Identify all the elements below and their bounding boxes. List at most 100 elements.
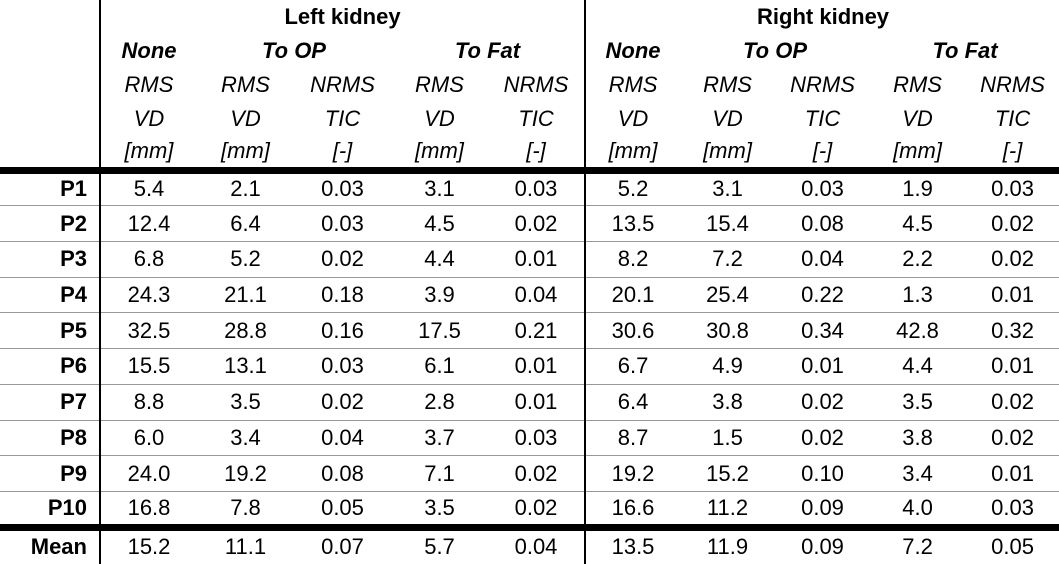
metric-quantity: TIC [324,106,361,131]
value-cell: 0.04 [488,277,586,314]
row-label: P9 [0,455,101,492]
metric-quantity: VD [712,106,743,131]
value-cell: 0.22 [775,277,871,314]
value-cell: 4.9 [680,348,776,385]
method-right-to-op: To OP [743,38,807,63]
row-label: P4 [0,277,101,314]
metric-quantity: TIC [994,106,1031,131]
metric-row-2: VD VD TIC VD TIC VD VD TIC VD TIC [0,102,1059,136]
value-cell: 2.8 [391,384,488,421]
method-left-to-fat: To Fat [454,38,521,63]
value-cell: 16.8 [100,491,197,531]
value-cell: 0.01 [965,348,1059,385]
metric-quantity: VD [584,102,681,136]
value-cell: 0.02 [965,205,1059,242]
metric-name: NRMS [980,72,1045,97]
value-cell: 5.4 [100,170,197,207]
table-row: P2 12.4 6.4 0.03 4.5 0.02 13.5 15.4 0.08 4.5 0.02 [0,205,1059,242]
value-cell: 0.08 [775,205,871,242]
metric-name: NRMS [503,72,569,97]
table-row: P8 6.0 3.4 0.04 3.7 0.03 8.7 1.5 0.02 3.8 0.02 [0,420,1059,457]
value-cell: 2.1 [197,170,294,207]
row-label: P7 [0,384,101,421]
table-row: P6 15.5 13.1 0.03 6.1 0.01 6.7 4.9 0.01 4.4 0.01 [0,348,1059,385]
value-cell: 0.05 [991,534,1034,560]
value-cell: 0.01 [775,348,871,385]
value-cell: 0.01 [488,241,586,278]
value-cell: 2.2 [870,241,966,278]
value-cell: 30.6 [584,312,681,350]
metric-unit: [-] [294,136,391,174]
table-row: P3 6.8 5.2 0.02 4.4 0.01 8.2 7.2 0.04 2.2 0.02 [0,241,1059,278]
value-cell: 15.5 [100,348,197,385]
value-cell: 32.5 [100,312,197,350]
value-cell: 0.10 [775,455,871,492]
metric-quantity: TIC [518,106,554,131]
metric-unit: [-] [488,136,586,174]
table-body: P1 5.4 2.1 0.03 3.1 0.03 5.2 3.1 0.03 1.9 0.03 P2 12… [0,170,1059,564]
value-cell: 15.2 [127,534,171,560]
method-right-to-fat: To Fat [932,38,998,63]
value-cell: 8.2 [584,241,681,278]
table-row: P5 32.5 28.8 0.16 17.5 0.21 30.6 30.8 0.34 42.8 0.… [0,312,1059,350]
value-cell: 6.4 [197,205,294,242]
value-cell: 7.2 [902,534,933,560]
metric-unit: [mm] [584,136,681,174]
metric-unit: [mm] [870,136,966,174]
metric-unit: [mm] [197,136,294,174]
value-cell: 0.09 [801,534,844,560]
value-cell: 1.5 [680,420,776,457]
table-row: P1 5.4 2.1 0.03 3.1 0.03 5.2 3.1 0.03 1.9 0.03 [0,170,1059,207]
value-cell: 8.7 [584,420,681,457]
value-cell: 0.05 [294,491,391,531]
value-cell: 0.03 [488,170,586,207]
metric-quantity: VD [230,106,261,131]
value-cell: 6.1 [391,348,488,385]
metric-name: RMS [584,68,681,102]
value-cell: 19.2 [584,455,681,492]
value-cell: 3.4 [870,455,966,492]
value-cell: 6.7 [584,348,681,385]
value-cell: 5.2 [584,170,681,207]
kidney-title-row: Left kidney Right kidney [0,0,1059,174]
metric-name: RMS [221,72,270,97]
metric-quantity: VD [902,106,933,131]
value-cell: 11.2 [680,491,776,531]
method-left-none: None [121,38,177,63]
value-cell: 4.5 [391,205,488,242]
value-cell: 8.8 [100,384,197,421]
value-cell: 0.03 [294,170,391,207]
method-right-none: None [584,34,681,68]
value-cell: 4.5 [870,205,966,242]
value-cell: 13.1 [197,348,294,385]
value-cell: 3.8 [870,420,966,457]
value-cell: 20.1 [584,277,681,314]
value-cell: 0.02 [488,455,586,492]
value-cell: 0.04 [514,534,558,560]
row-label: P10 [0,491,101,531]
value-cell: 15.4 [680,205,776,242]
table-row: P4 24.3 21.1 0.18 3.9 0.04 20.1 25.4 0.22 1.3 0.01 [0,277,1059,314]
row-label: P5 [0,312,101,350]
table-header: Left kidney Right kidney None To OP To F… [0,0,1059,174]
value-cell: 3.1 [391,170,488,207]
value-cell: 7.1 [391,455,488,492]
table-row: P9 24.0 19.2 0.08 7.1 0.02 19.2 15.2 0.10 3.4 0.01 [0,455,1059,492]
row-label: P3 [0,241,101,278]
value-cell: 0.09 [775,491,871,531]
value-cell: 4.0 [870,491,966,531]
value-cell: 6.0 [100,420,197,457]
value-cell: 42.8 [870,312,966,350]
value-cell: 0.16 [294,312,391,350]
value-cell: 7.8 [197,491,294,531]
metric-unit: [mm] [100,136,197,174]
right-kidney-title: Right kidney [584,0,1059,34]
value-cell: 15.2 [680,455,776,492]
metric-name: RMS [415,72,464,97]
value-cell: 0.01 [488,348,586,385]
value-cell: 13.5 [584,205,681,242]
value-cell: 0.08 [294,455,391,492]
value-cell: 0.02 [488,491,586,531]
value-cell: 0.32 [965,312,1059,350]
